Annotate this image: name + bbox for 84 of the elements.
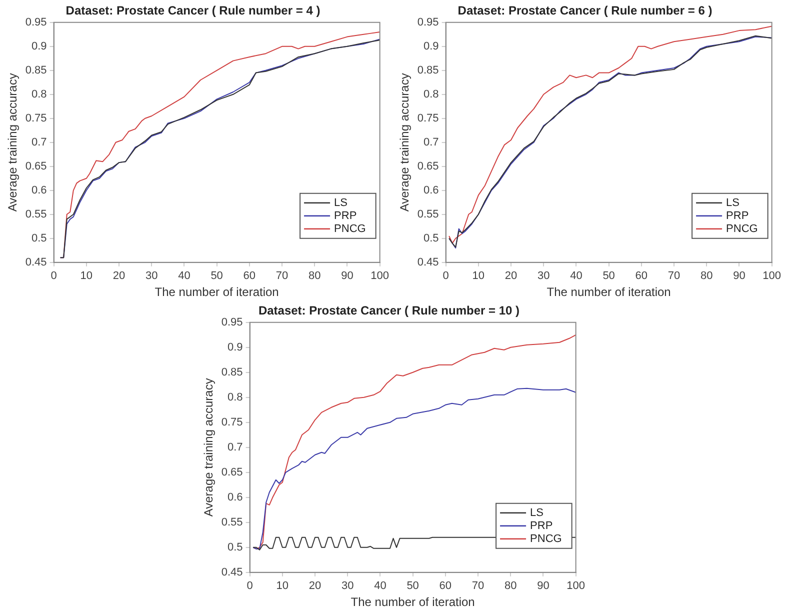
x-tick-label: 60 xyxy=(243,270,256,282)
y-tick-label: 0.6 xyxy=(32,184,47,196)
y-tick-label: 0.6 xyxy=(424,184,439,196)
x-axis-title: The number of iteration xyxy=(350,595,475,610)
y-tick-label: 0.55 xyxy=(417,208,439,220)
x-tick-label: 0 xyxy=(246,580,253,592)
x-tick-label: 0 xyxy=(50,270,57,282)
y-tick-label: 0.5 xyxy=(32,232,47,244)
y-tick-label: 0.45 xyxy=(25,256,47,268)
x-axis-title: The number of iteration xyxy=(154,285,279,300)
x-tick-label: 40 xyxy=(374,580,386,592)
x-tick-label: 60 xyxy=(439,580,452,592)
y-tick-label: 0.45 xyxy=(221,566,243,578)
y-tick-label: 0.65 xyxy=(417,160,439,172)
y-tick-label: 0.9 xyxy=(32,40,47,52)
x-tick-label: 20 xyxy=(504,270,518,282)
x-tick-label: 80 xyxy=(308,270,321,282)
legend-label: PRP xyxy=(530,520,553,532)
y-tick-label: 0.95 xyxy=(25,16,47,28)
x-axis-title: The number of iteration xyxy=(546,285,671,300)
x-tick-label: 20 xyxy=(308,580,322,592)
y-tick-label: 0.95 xyxy=(221,316,243,328)
x-tick-label: 20 xyxy=(112,270,126,282)
y-tick-label: 0.85 xyxy=(417,64,439,76)
x-tick-label: 80 xyxy=(504,580,517,592)
x-tick-label: 60 xyxy=(635,270,648,282)
x-tick-label: 90 xyxy=(733,270,746,282)
y-tick-label: 0.95 xyxy=(417,16,439,28)
y-tick-label: 0.8 xyxy=(32,88,47,100)
x-tick-label: 40 xyxy=(178,270,190,282)
x-tick-label: 50 xyxy=(406,580,419,592)
y-tick-label: 0.7 xyxy=(32,136,47,148)
y-tick-label: 0.8 xyxy=(424,88,439,100)
y-axis-title: Average training accuracy xyxy=(6,73,20,212)
y-tick-label: 0.65 xyxy=(221,466,243,478)
x-tick-label: 70 xyxy=(472,580,484,592)
chart-title: Dataset: Prostate Cancer ( Rule number = 10 ) xyxy=(258,304,520,318)
x-tick-label: 30 xyxy=(341,580,354,592)
y-tick-label: 0.6 xyxy=(228,491,243,504)
x-tick-label: 50 xyxy=(602,270,615,282)
y-tick-label: 0.7 xyxy=(228,441,243,454)
y-tick-label: 0.5 xyxy=(228,541,243,554)
x-tick-label: 100 xyxy=(566,580,586,592)
legend-label: LS xyxy=(726,196,740,209)
x-tick-label: 40 xyxy=(570,270,582,282)
x-tick-label: 100 xyxy=(370,270,390,282)
legend-label: PNCG xyxy=(726,222,758,235)
legend-label: PRP xyxy=(334,210,357,222)
y-axis-title: Average training accuracy xyxy=(202,378,216,517)
y-tick-label: 0.8 xyxy=(228,391,243,404)
y-tick-label: 0.7 xyxy=(424,136,439,148)
y-tick-label: 0.75 xyxy=(417,112,439,124)
x-tick-label: 10 xyxy=(80,270,93,282)
x-tick-label: 90 xyxy=(537,580,550,592)
y-tick-label: 0.65 xyxy=(25,160,47,172)
y-tick-label: 0.9 xyxy=(424,40,439,52)
y-tick-label: 0.55 xyxy=(221,516,243,528)
x-tick-label: 10 xyxy=(472,270,485,282)
x-tick-label: 10 xyxy=(276,580,289,592)
x-tick-label: 70 xyxy=(668,270,680,282)
y-tick-label: 0.5 xyxy=(424,232,439,244)
y-axis-title: Average training accuracy xyxy=(398,73,412,212)
y-tick-label: 0.75 xyxy=(25,112,47,124)
x-tick-label: 70 xyxy=(276,270,288,282)
legend-label: PRP xyxy=(726,210,749,222)
x-tick-label: 90 xyxy=(341,270,354,282)
x-tick-label: 0 xyxy=(442,270,449,282)
y-tick-label: 0.55 xyxy=(25,208,47,220)
legend-label: PNCG xyxy=(334,222,366,235)
x-tick-label: 30 xyxy=(145,270,158,282)
y-tick-label: 0.75 xyxy=(221,416,243,428)
x-tick-label: 30 xyxy=(537,270,550,282)
x-tick-label: 100 xyxy=(762,270,782,282)
chart-title: Dataset: Prostate Cancer ( Rule number = 4 ) xyxy=(66,4,320,18)
chart-title: Dataset: Prostate Cancer ( Rule number = 6 ) xyxy=(458,4,712,18)
legend-label: LS xyxy=(530,506,544,519)
y-tick-label: 0.9 xyxy=(228,341,243,354)
legend-label: LS xyxy=(334,196,348,209)
legend-label: PNCG xyxy=(530,532,562,545)
x-tick-label: 50 xyxy=(210,270,223,282)
x-tick-label: 80 xyxy=(700,270,713,282)
y-tick-label: 0.85 xyxy=(25,64,47,76)
y-tick-label: 0.85 xyxy=(221,366,243,378)
y-tick-label: 0.45 xyxy=(417,256,439,268)
